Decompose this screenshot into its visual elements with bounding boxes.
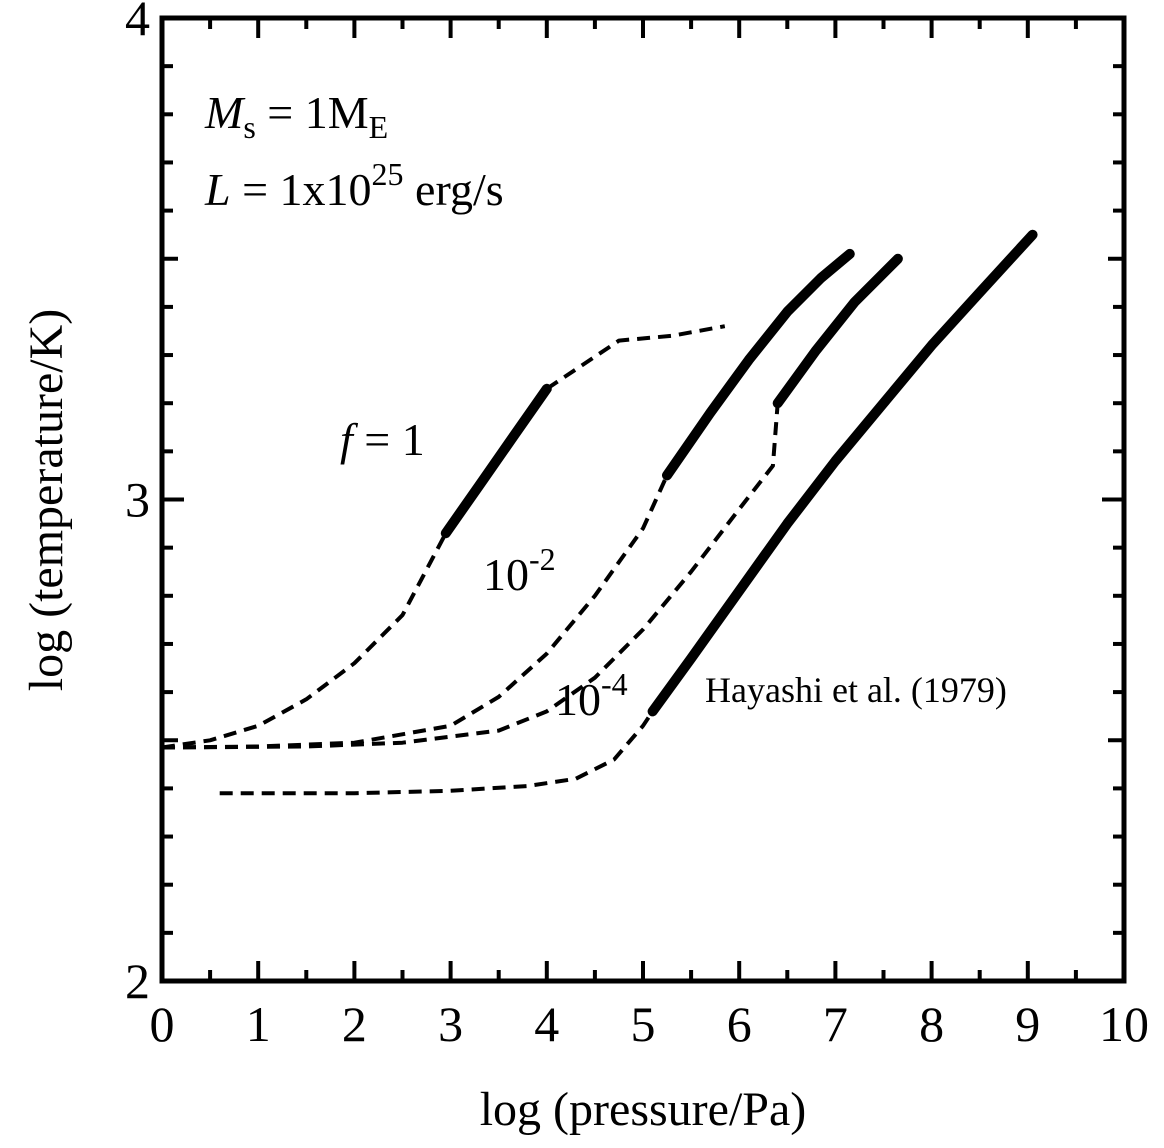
series-line-5 [161, 403, 780, 750]
series-line-4 [662, 248, 855, 481]
x-axis-title: log (pressure/Pa) [480, 1083, 807, 1136]
mass-annotation: Ms = 1ME [204, 87, 388, 145]
x-tick-label: 10 [1099, 996, 1149, 1052]
series-layer [161, 229, 1038, 796]
y-axis-title: log (temperature/K) [20, 309, 73, 692]
series-line-6 [772, 253, 903, 409]
curve-label-f1e-4: 10-4 [555, 666, 628, 725]
x-tick-label: 7 [823, 996, 848, 1052]
series-line-1 [440, 383, 552, 539]
x-tick-label: 4 [534, 996, 559, 1052]
x-tick-label: 1 [246, 996, 271, 1052]
plot-frame [159, 15, 1127, 984]
axis-ticks [160, 16, 1126, 983]
series-line-0 [161, 532, 448, 750]
x-tick-label: 3 [438, 996, 463, 1052]
curve-label-f1e-2: 10-2 [483, 541, 556, 600]
x-tick-label: 8 [919, 996, 944, 1052]
series-line-2 [545, 324, 726, 391]
x-tick-label: 9 [1015, 996, 1040, 1052]
x-tick-label: 2 [342, 996, 367, 1052]
x-tick-label: 0 [150, 996, 175, 1052]
tick-labels: 0 1 2 3 4 5 6 7 8 9 10 2 3 4 [125, 0, 1149, 1052]
series-line-7 [219, 710, 655, 796]
x-tick-label: 5 [631, 996, 656, 1052]
hayashi-reference-label: Hayashi et al. (1979) [705, 670, 1007, 710]
curve-label-f1: f = 1 [340, 414, 425, 465]
series-line-8 [647, 229, 1038, 717]
luminosity-annotation: L = 1x1025 erg/s [204, 156, 504, 215]
y-tick-label: 3 [125, 472, 150, 528]
y-tick-label: 2 [125, 953, 150, 1009]
y-tick-label: 4 [125, 0, 150, 46]
x-tick-label: 6 [727, 996, 752, 1052]
